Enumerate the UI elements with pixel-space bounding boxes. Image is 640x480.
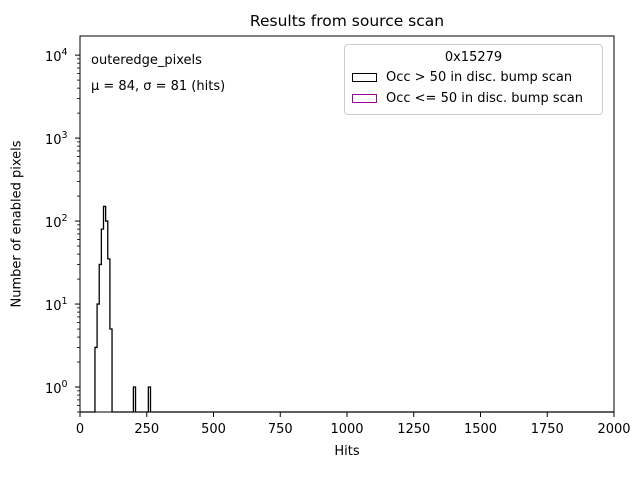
legend-box: 0x15279 Occ > 50 in disc. bump scan Occ … [344,44,603,115]
x-axis-label: Hits [334,444,360,459]
x-tick-label: 250 [134,422,159,437]
annotation-mu-sigma: μ = 84, σ = 81 (hits) [91,79,226,94]
histogram-series-0 [80,205,614,413]
y-tick-label: 100 [45,379,68,397]
stats-annotation: outeredge_pixels μ = 84, σ = 81 (hits) [91,48,225,100]
x-tick-label: 1000 [330,422,363,437]
x-tick-label: 750 [268,422,293,437]
legend-entry-label: Occ > 50 in disc. bump scan [386,70,573,85]
y-tick-label: 102 [45,213,68,231]
x-tick-label: 1250 [397,422,430,437]
y-tick-label: 101 [45,296,68,314]
legend-swatch-magenta-outline-icon [352,94,377,103]
legend-entry-occ-gt-50: Occ > 50 in disc. bump scan [352,67,595,88]
y-axis-label: Number of enabled pixels [9,140,25,308]
x-tick-label: 0 [76,422,84,437]
x-tick-label: 1500 [464,422,497,437]
x-tick-label: 500 [201,422,226,437]
x-tick-label: 2000 [597,422,630,437]
annotation-dataset-name: outeredge_pixels [91,53,202,68]
y-tick-label: 104 [45,47,68,65]
y-tick-label: 103 [45,130,68,148]
legend-title: 0x15279 [444,50,503,65]
chart-title: Results from source scan [249,12,445,30]
legend-entry-occ-le-50: Occ <= 50 in disc. bump scan [352,88,595,109]
legend-swatch-black-outline-icon [352,73,377,82]
x-tick-label: 1750 [531,422,564,437]
legend-entry-label: Occ <= 50 in disc. bump scan [386,91,583,106]
